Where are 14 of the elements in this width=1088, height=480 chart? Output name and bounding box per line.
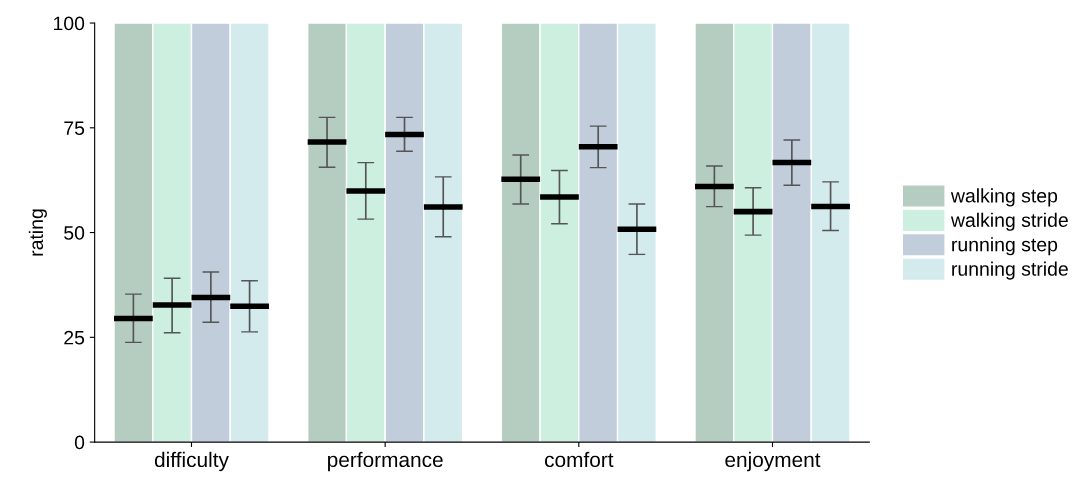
x-tick-label: difficulty	[154, 451, 229, 472]
y-axis-title: rating	[28, 209, 47, 256]
y-tick-label: 50	[64, 226, 85, 240]
x-tick-label: performance	[328, 451, 443, 472]
legend-label: walking stride	[950, 212, 1068, 231]
legend-label: walking step	[950, 188, 1058, 207]
legend-label: running step	[952, 237, 1058, 256]
x-tick-label: comfort	[544, 451, 614, 468]
y-tick-label: 25	[64, 330, 85, 345]
y-tick-label: 0	[74, 435, 85, 450]
y-tick-label: 100	[53, 16, 85, 31]
x-tick-label: enjoyment	[725, 451, 821, 472]
legend-label: running stride	[952, 261, 1068, 280]
y-tick-label: 75	[64, 121, 85, 136]
